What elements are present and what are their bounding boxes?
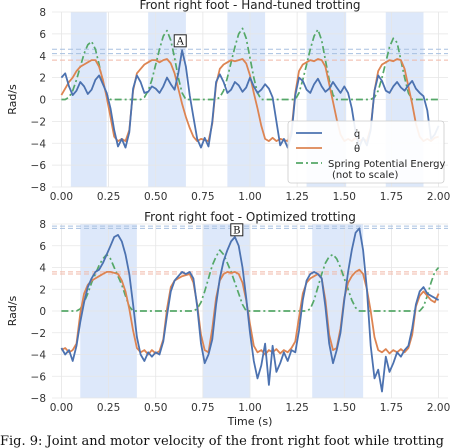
- x-tick-label: 2.00: [427, 191, 450, 203]
- y-tick-label: 8: [39, 7, 46, 19]
- legend-spring-note: (not to scale): [332, 170, 398, 181]
- y-tick-label: −6: [31, 160, 47, 172]
- y-axis-label: Rad/s: [6, 295, 19, 326]
- series-line-q-dot: [60, 227, 440, 393]
- y-tick-label: −4: [31, 350, 47, 362]
- figure-caption: Fig. 9: Joint and motor velocity of the …: [0, 434, 444, 448]
- y-tick-label: 4: [39, 263, 46, 275]
- panel-optimized: 0.00 0.25 0.50 0.75 1.00 1.25 1.50 1.75 2.00 −8 −6…: [6, 210, 450, 428]
- y-tick-label: −8: [31, 182, 46, 194]
- series-line-q-dot: [60, 49, 440, 149]
- x-tick-label: 0.00: [50, 402, 73, 414]
- panel-title: Front right foot - Hand-tuned trotting: [139, 0, 360, 12]
- x-tick-label: 0.50: [144, 402, 167, 414]
- y-tick-label: 6: [39, 241, 46, 253]
- y-tick-label: −2: [31, 328, 46, 340]
- y-tick-label: −6: [31, 371, 47, 383]
- y-tick-label: 4: [39, 51, 46, 63]
- y-tick-label: 2: [39, 284, 46, 296]
- x-tick-label: 1.50: [333, 402, 356, 414]
- x-tick-label: 0.25: [97, 191, 120, 203]
- series-line-theta-dot: [60, 268, 440, 356]
- y-axis-label: Rad/s: [6, 84, 19, 115]
- x-tick-label: 0.75: [191, 191, 214, 203]
- y-tick-label: 0: [39, 95, 46, 107]
- y-tick-label: 8: [39, 219, 46, 231]
- y-tick-label: 0: [39, 306, 46, 318]
- x-tick-label: 1.75: [380, 402, 403, 414]
- x-tick-label: 1.00: [238, 402, 261, 414]
- x-tick-label: 0.50: [144, 191, 167, 203]
- legend-label-spring: Spring Potential Energy: [328, 159, 446, 170]
- annotation-label: B: [233, 225, 240, 236]
- x-tick-label: 1.50: [333, 191, 356, 203]
- x-tick-label: 1.75: [380, 191, 403, 203]
- legend-box: [287, 120, 445, 184]
- x-tick-label: 1.25: [285, 191, 308, 203]
- x-tick-label: 0.25: [97, 402, 120, 414]
- x-tick-label: 0.75: [191, 402, 214, 414]
- x-tick-label: 1.25: [285, 402, 308, 414]
- x-axis-label: Time (s): [227, 415, 273, 428]
- x-tick-label: 2.00: [427, 402, 450, 414]
- plot-series: [52, 225, 448, 393]
- annotation-box: [173, 34, 187, 48]
- panel-title: Front right foot - Optimized trotting: [144, 210, 356, 224]
- y-tick-label: −8: [31, 393, 46, 405]
- annotation-label: A: [176, 36, 185, 47]
- x-tick-label: 1.00: [238, 191, 261, 203]
- y-tick-label: 6: [39, 29, 46, 41]
- x-tick-label: 0.00: [50, 191, 73, 203]
- series-line-spring-energy: [61, 249, 440, 312]
- y-tick-label: 2: [39, 73, 46, 85]
- plot-series: [52, 27, 448, 149]
- series-line-spring-energy: [61, 27, 439, 101]
- y-tick-label: −4: [31, 138, 47, 150]
- legend-label-theta: θ̇: [354, 141, 360, 155]
- legend-label-q: q̇: [354, 128, 360, 140]
- legend: q̇θ̇ Spring Potential Energy(not to scale…: [287, 120, 446, 184]
- y-tick-label: −2: [31, 116, 46, 128]
- annotation-box: [230, 223, 244, 237]
